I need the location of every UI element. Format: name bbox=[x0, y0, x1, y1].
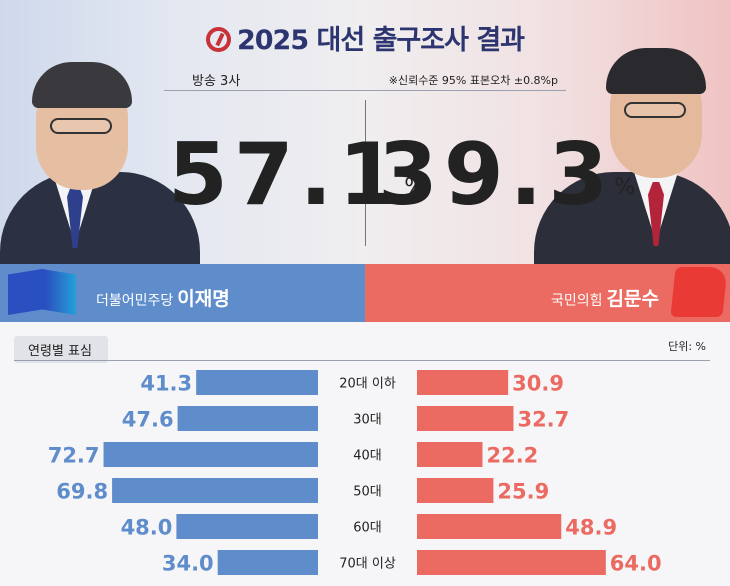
candidate-left-percent: 57.1% bbox=[168, 125, 426, 225]
value-label-right-1: 32.7 bbox=[517, 408, 569, 432]
bar-right-2 bbox=[417, 442, 483, 467]
category-label-4: 60대 bbox=[353, 521, 382, 536]
value-label-right-4: 48.9 bbox=[565, 516, 617, 540]
bar-right-4 bbox=[417, 514, 562, 539]
hero-section: 2025 대선 출구조사 결과 방송 3사 ※신뢰수준 95% 표본오차 ±0.… bbox=[0, 0, 730, 264]
bar-left-2 bbox=[103, 442, 318, 467]
candidate-name-right: 김문수 bbox=[606, 288, 659, 310]
value-label-left-2: 72.7 bbox=[48, 444, 100, 468]
category-label-0: 20대 이하 bbox=[339, 377, 396, 392]
bar-left-5 bbox=[217, 550, 318, 575]
value-label-right-3: 25.9 bbox=[497, 480, 549, 504]
value-label-right-2: 22.2 bbox=[486, 444, 538, 468]
bar-right-3 bbox=[417, 478, 494, 503]
category-label-3: 50대 bbox=[353, 485, 382, 500]
bar-left-0 bbox=[196, 370, 318, 395]
bar-left-4 bbox=[176, 514, 318, 539]
center-divider bbox=[365, 100, 366, 246]
candidate-left-banner: 더불어민주당 이재명 bbox=[0, 264, 365, 322]
value-label-left-5: 34.0 bbox=[162, 552, 214, 576]
candidate-left-label: 더불어민주당 이재명 bbox=[96, 284, 230, 311]
candidate-name-left: 이재명 bbox=[177, 288, 230, 310]
party-flag-left-icon bbox=[8, 269, 76, 315]
candidate-right-banner: 국민의힘 김문수 bbox=[365, 264, 730, 322]
candidate-right-label: 국민의힘 김문수 bbox=[551, 284, 659, 311]
candidate-right-percent: 39.3% bbox=[378, 125, 636, 225]
value-label-left-0: 41.3 bbox=[140, 372, 192, 396]
party-name-right: 국민의힘 bbox=[551, 293, 603, 309]
bar-left-1 bbox=[177, 406, 318, 431]
value-label-left-3: 69.8 bbox=[56, 480, 108, 504]
value-label-left-4: 48.0 bbox=[121, 516, 173, 540]
age-group-chart: 41.3 30.9 20대 이하 47.6 32.7 30대 72.7 22.2 40대 69.8… bbox=[48, 370, 662, 576]
value-label-right-5: 64.0 bbox=[610, 552, 662, 576]
value-label-right-0: 30.9 bbox=[512, 372, 564, 396]
source-row: 방송 3사 ※신뢰수준 95% 표본오차 ±0.8%p bbox=[164, 64, 566, 91]
category-label-1: 30대 bbox=[353, 413, 382, 428]
category-label-5: 70대 이상 bbox=[339, 557, 396, 572]
candidate-photo-right bbox=[534, 22, 730, 264]
bar-right-5 bbox=[417, 550, 606, 575]
chart-title-rule bbox=[14, 360, 710, 361]
bar-right-1 bbox=[417, 406, 514, 431]
party-name-left: 더불어민주당 bbox=[96, 293, 174, 309]
chart-unit: 단위: % bbox=[668, 340, 706, 353]
page-title: 2025 대선 출구조사 결과 bbox=[0, 18, 730, 57]
candidate-photo-left bbox=[0, 22, 200, 264]
category-label-2: 40대 bbox=[353, 449, 382, 464]
source-label: 방송 3사 bbox=[192, 74, 241, 89]
chart-title: 연령별 표심 bbox=[14, 336, 108, 363]
party-flag-right-icon bbox=[670, 267, 728, 317]
election-logo-icon bbox=[205, 27, 231, 52]
value-label-left-1: 47.6 bbox=[122, 408, 174, 432]
margin-of-error-note: ※신뢰수준 95% 표본오차 ±0.8%p bbox=[388, 74, 558, 87]
bar-left-3 bbox=[112, 478, 318, 503]
bar-right-0 bbox=[417, 370, 509, 395]
